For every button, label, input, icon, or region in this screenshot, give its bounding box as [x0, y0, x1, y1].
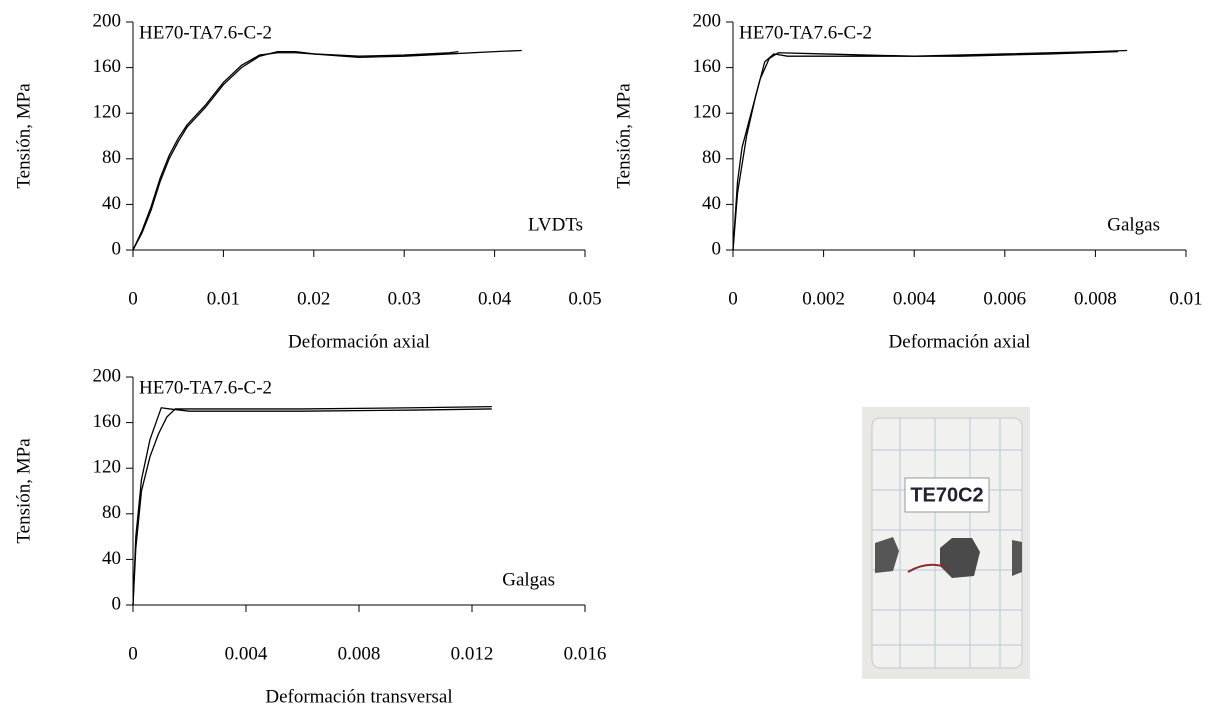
- series-line: [132, 49, 522, 251]
- x-axis-label: Deformación axial: [889, 331, 1031, 352]
- wire: [907, 563, 949, 573]
- y-tick-label: 40: [102, 548, 121, 569]
- x-tick-label: 0: [128, 643, 138, 664]
- x-tick-label: 0.02: [297, 288, 330, 309]
- annotation: LVDTs: [528, 214, 583, 235]
- y-tick-label: 120: [93, 457, 122, 478]
- y-tick-label: 160: [693, 56, 722, 77]
- y-tick-label: 0: [112, 593, 122, 614]
- x-tick-label: 0.004: [893, 288, 936, 309]
- gauge: [940, 538, 980, 578]
- x-tick-label: 0.04: [478, 288, 512, 309]
- y-tick-label: 0: [112, 238, 122, 259]
- photo-grid: [872, 418, 1022, 668]
- annotation: Galgas: [1107, 214, 1160, 235]
- x-tick-label: 0.004: [225, 643, 268, 664]
- photo-label: TE70C2: [910, 484, 983, 506]
- gauge: [1012, 540, 1022, 576]
- y-tick-label: 160: [93, 56, 122, 77]
- x-tick-label: 0.006: [983, 288, 1026, 309]
- y-axis-label: Tensión, MPa: [613, 83, 634, 189]
- series-line: [132, 50, 459, 251]
- y-tick-label: 80: [702, 147, 721, 168]
- y-tick-label: 160: [93, 411, 122, 432]
- series-line: [732, 50, 1119, 251]
- x-tick-label: 0.008: [338, 643, 381, 664]
- y-axis-label: Tensión, MPa: [13, 438, 34, 544]
- label-sticker: [904, 477, 990, 513]
- y-tick-label: 120: [93, 102, 122, 123]
- y-tick-label: 200: [693, 10, 722, 31]
- y-tick-label: 120: [693, 102, 722, 123]
- y-tick-label: 200: [93, 10, 122, 31]
- x-tick-label: 0.002: [802, 288, 845, 309]
- y-tick-label: 40: [702, 193, 721, 214]
- series-line: [132, 407, 492, 606]
- y-tick-label: 200: [93, 365, 122, 386]
- y-tick-label: 40: [102, 193, 121, 214]
- x-tick-label: 0.008: [1074, 288, 1117, 309]
- x-tick-label: 0.01: [1169, 288, 1202, 309]
- annotation: Galgas: [502, 569, 555, 590]
- x-axis-label: Deformación axial: [288, 331, 430, 352]
- x-axis-label: Deformación transversal: [265, 686, 452, 706]
- y-tick-label: 80: [102, 147, 121, 168]
- x-tick-label: 0: [728, 288, 738, 309]
- x-tick-label: 0: [128, 288, 138, 309]
- x-tick-label: 0.03: [388, 288, 421, 309]
- y-tick-label: 80: [102, 502, 121, 523]
- chart-title: HE70-TA7.6-C-2: [139, 22, 272, 43]
- specimen-photo: TE70C2: [862, 407, 1030, 679]
- y-tick-label: 0: [712, 238, 722, 259]
- x-tick-label: 0.016: [564, 643, 607, 664]
- y-axis-label: Tensión, MPa: [13, 83, 34, 189]
- chart-title: HE70-TA7.6-C-2: [139, 377, 272, 398]
- series-line: [732, 49, 1128, 251]
- x-tick-label: 0.012: [451, 643, 494, 664]
- gauge: [875, 537, 899, 573]
- x-tick-label: 0.01: [207, 288, 240, 309]
- x-tick-label: 0.05: [568, 288, 601, 309]
- series-line: [132, 405, 492, 606]
- chart-title: HE70-TA7.6-C-2: [739, 22, 872, 43]
